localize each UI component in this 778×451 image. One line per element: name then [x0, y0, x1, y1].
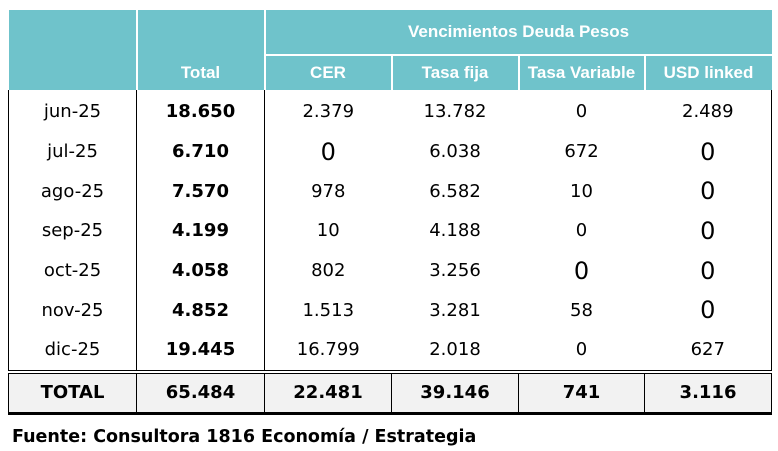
column-header-tasa-variable: Tasa Variable [517, 55, 645, 90]
cell-usd-linked: 0 [644, 211, 773, 251]
cell-usd-linked: 0 [644, 171, 773, 212]
cell-tasa-fija: 3.281 [429, 299, 481, 321]
cell-tasa-variable: 0 [575, 101, 588, 123]
cell-total: 4.058 [136, 250, 265, 291]
totals-row: TOTAL 65.484 22.481 39.146 741 3.116 [8, 369, 773, 415]
table-row: jul-25 6.710 0 6.038 672 0 [8, 131, 773, 172]
totals-label: TOTAL [8, 369, 137, 415]
cell-usd-linked: 2.489 [644, 90, 773, 132]
header-row-group: Vencimientos Deuda Pesos [8, 10, 772, 56]
cell-usd-linked: 0 [644, 131, 773, 172]
cell-total: 19.445 [136, 330, 265, 372]
cell-cer: 1.513 [264, 290, 392, 331]
totals-cer: 22.481 [264, 369, 392, 415]
cell-tasa-variable: 0 [573, 256, 590, 285]
column-header-month [8, 55, 137, 90]
cell-usd-linked: 627 [644, 330, 773, 372]
column-header-cer: CER [263, 55, 392, 90]
totals-tasa-fija: 39.146 [391, 369, 519, 415]
cell-month: sep-25 [8, 211, 137, 251]
table-row: jun-25 18.650 2.379 13.782 0 2.489 [8, 90, 773, 132]
table-row: oct-25 4.058 802 3.256 0 0 [8, 250, 773, 291]
cell-tasa-fija: 13.782 [423, 101, 487, 123]
source-note: Fuente: Consultora 1816 Economía / Estra… [12, 427, 477, 447]
totals-tasa-variable: 741 [518, 369, 645, 415]
cell-usd-linked: 0 [644, 290, 773, 331]
cell-month: nov-25 [8, 290, 137, 331]
cell-month: ago-25 [8, 171, 137, 212]
table-row: ago-25 7.570 978 6.582 10 0 [8, 171, 773, 212]
cell-cer: 2.379 [264, 90, 392, 132]
table-row: nov-25 4.852 1.513 3.281 58 0 [8, 290, 773, 331]
debt-maturities-table: Vencimientos Deuda Pesos Total CER Tasa … [8, 10, 773, 415]
cell-cer: 16.799 [264, 330, 392, 372]
column-header-tasa-fija: Tasa fija [390, 55, 519, 90]
cell-month: jul-25 [8, 131, 137, 172]
column-header-total: Total [135, 55, 265, 90]
header-blank-total [135, 10, 265, 55]
cell-month: dic-25 [8, 330, 137, 372]
cell-total: 18.650 [136, 90, 265, 132]
cell-tasa-variable: 672 [564, 141, 599, 163]
cell-tasa-variable: 0 [575, 220, 588, 242]
header-row-columns: Total CER Tasa fija Tasa Variable USD li… [8, 55, 772, 90]
totals-usd-linked: 3.116 [643, 369, 773, 415]
cell-tasa-variable: 10 [570, 180, 593, 202]
cell-tasa-fija: 6.582 [429, 180, 481, 202]
cell-month: jun-25 [8, 90, 137, 132]
table-row: sep-25 4.199 10 4.188 0 0 [8, 211, 773, 251]
column-header-usd-linked: USD linked [643, 55, 772, 90]
cell-total: 7.570 [136, 171, 265, 212]
cell-usd-linked: 0 [644, 250, 773, 291]
cell-tasa-fija: 4.188 [429, 220, 481, 242]
cell-cer: 978 [264, 171, 392, 212]
cell-tasa-fija: 3.256 [429, 260, 481, 282]
group-header-vencimientos: Vencimientos Deuda Pesos [263, 10, 772, 56]
cell-cer: 10 [264, 211, 392, 251]
cell-total: 6.710 [136, 131, 265, 172]
cell-cer: 0 [264, 131, 392, 172]
cell-tasa-fija: 2.018 [429, 339, 481, 361]
cell-total: 4.852 [136, 290, 265, 331]
totals-total: 65.484 [136, 369, 265, 415]
cell-month: oct-25 [8, 250, 137, 291]
cell-tasa-variable: 58 [570, 299, 593, 321]
cell-tasa-fija: 6.038 [429, 141, 481, 163]
cell-tasa-variable: 0 [575, 339, 588, 361]
cell-cer: 802 [264, 250, 392, 291]
cell-total: 4.199 [136, 211, 265, 251]
header-blank-month [8, 10, 137, 55]
table-row: dic-25 19.445 16.799 2.018 0 627 [8, 330, 773, 372]
